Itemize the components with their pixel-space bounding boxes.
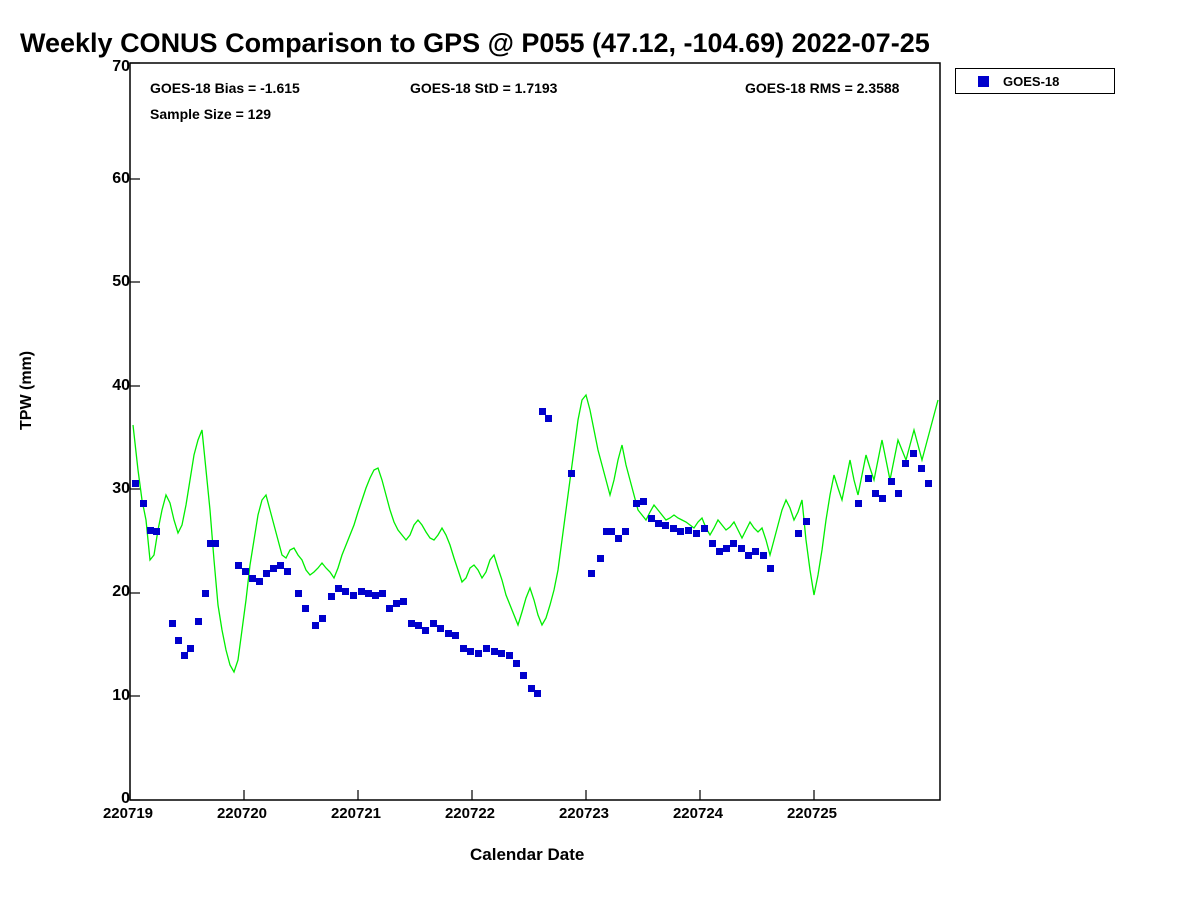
x-ticks <box>130 790 814 800</box>
conus-line-series <box>133 395 938 672</box>
y-ticks <box>130 63 140 800</box>
chart-svg <box>0 0 1200 900</box>
chart-root: Weekly CONUS Comparison to GPS @ P055 (4… <box>0 0 1200 900</box>
